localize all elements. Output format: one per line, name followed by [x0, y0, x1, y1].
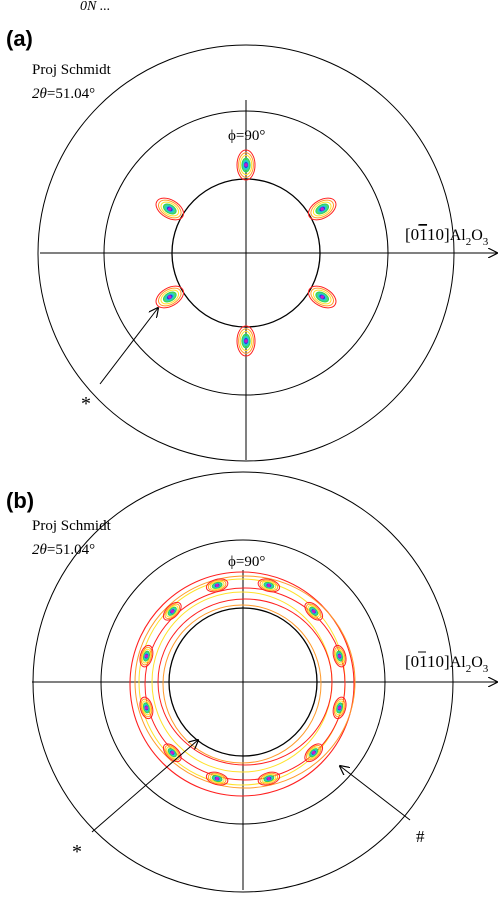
panel-a-spot-5 [155, 285, 185, 309]
panel-a-contour-spots [155, 149, 337, 357]
top-crop-text: 0N ... [80, 0, 110, 14]
panel-b-ring-contours [129, 571, 356, 797]
panel-a-projection-label: Proj Schmidt [32, 62, 112, 78]
panel-b-contour-spots [139, 578, 347, 786]
panel-a-spot-4 [236, 325, 256, 357]
panel-a-label: (a) [6, 26, 33, 51]
panel-a-spot-3 [307, 285, 337, 309]
panel-b-spot-7 [139, 696, 154, 720]
panel-a-pointer-line [99, 308, 158, 385]
panel-b-star-pointer-line [91, 740, 198, 833]
panel-a-spot-1 [236, 149, 256, 181]
panel-b-hash-pointer-line [340, 766, 411, 821]
panel-a-two-theta: 2θ=51.04° [32, 86, 95, 102]
panel-b-star-marker: * [72, 841, 82, 863]
panel-b-spot-5 [162, 601, 182, 621]
panel-b-ring-4 [144, 587, 346, 781]
panel-b-spot-6 [139, 644, 154, 668]
panel-a-two-theta-symbol: 2θ [32, 86, 48, 102]
panel-b-two-theta-value: =51.04° [47, 542, 95, 558]
panel-b-ring-7 [162, 604, 322, 764]
panel-b-spot-9 [205, 771, 229, 786]
panel-b-phi-label: ϕ=90° [228, 554, 265, 570]
panel-a-direction-label: [0110]Al2O3 [405, 225, 489, 248]
panel-a-phi-label: ϕ=90° [228, 128, 265, 144]
panel-b-two-theta-symbol: 2θ [32, 542, 48, 558]
panel-b-ring-6 [157, 598, 333, 766]
panel-a-spot-6 [155, 197, 185, 221]
panel-b-spot-3 [257, 578, 281, 593]
panel-b-spot-1 [332, 644, 347, 668]
panel-a: (a) Proj Schmidt 2θ=51.04° ϕ=90° [0110]A… [6, 26, 497, 462]
panel-a-spot-2 [307, 197, 337, 221]
panel-b-label: (b) [6, 488, 34, 513]
panel-b-spot-2 [304, 601, 324, 621]
panel-a-two-theta-value: =51.04° [47, 86, 95, 102]
panel-b-spot-4 [205, 578, 229, 593]
panel-b-spot-12 [332, 696, 347, 720]
panel-b-ring-2 [134, 575, 356, 789]
panel-b-spot-11 [304, 743, 324, 763]
panel-b-hash-marker: # [416, 827, 425, 846]
panel-b: (b) Proj Schmidt 2θ=51.04° ϕ=90° [0110]A… [6, 471, 497, 893]
panel-b-ring-1 [129, 571, 355, 797]
panel-b-spot-8 [162, 743, 182, 763]
panel-b-projection-label: Proj Schmidt [32, 518, 112, 534]
panel-b-two-theta: 2θ=51.04° [32, 542, 95, 558]
panel-a-star-marker: * [81, 393, 91, 415]
panel-b-spot-10 [257, 771, 281, 786]
panel-b-direction-label: [0110]Al2O3 [405, 652, 489, 675]
